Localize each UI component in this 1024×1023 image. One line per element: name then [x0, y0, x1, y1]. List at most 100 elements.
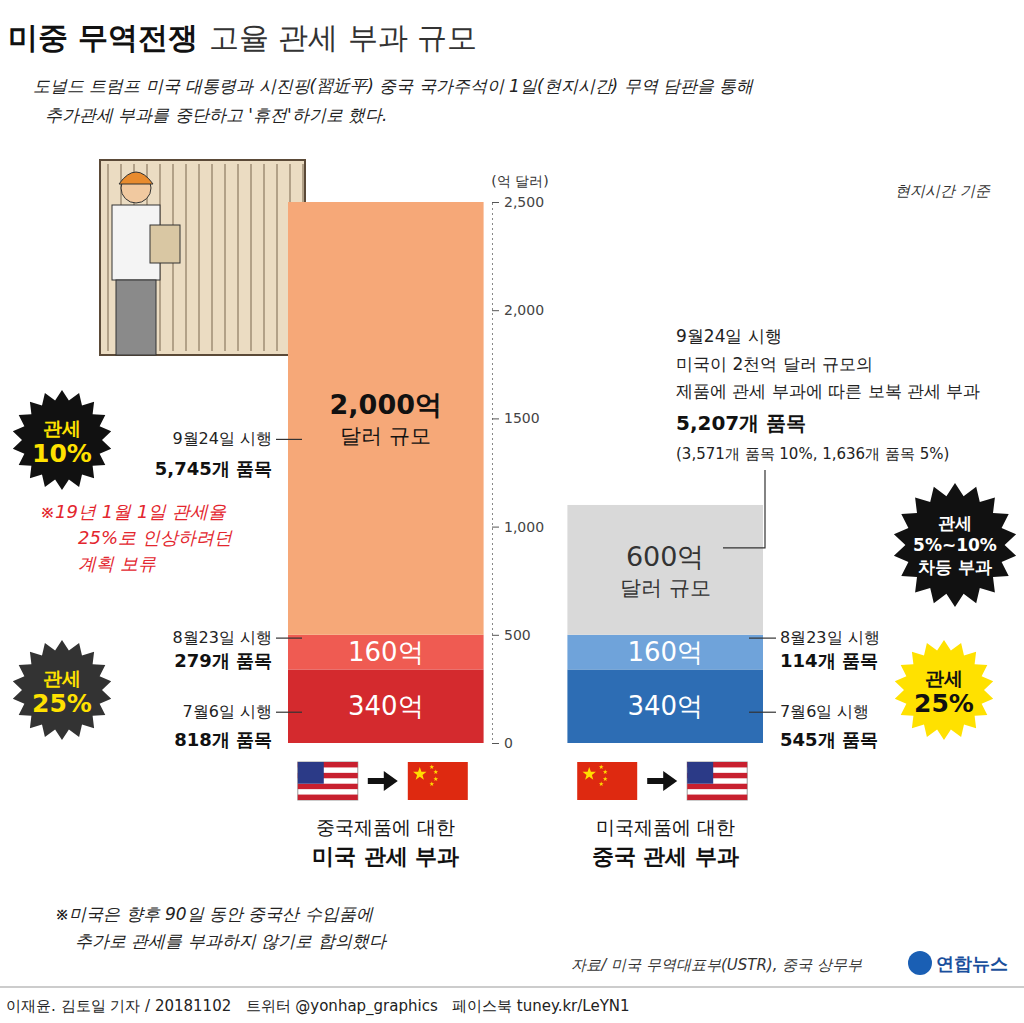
subtitle: 추가관세 부과를 중단하고 '휴전'하기로 했다.: [45, 105, 387, 125]
arrow: [368, 771, 398, 791]
chart-container: 미중 무역전쟁 고율 관세 부과 규모도널드 트럼프 미국 대통령과 시진핑(習…: [0, 0, 1024, 1023]
tick-mark: [492, 527, 499, 528]
badge-star: [13, 640, 111, 740]
badge-star: [894, 483, 1016, 607]
note-date: 8월23일 시행: [780, 628, 880, 647]
flags: [298, 762, 747, 800]
data-label: 340억: [627, 691, 703, 721]
data-label: 600억달러 규모: [620, 541, 711, 600]
clipboard: [150, 225, 180, 263]
note-text: 미국이 2천억 달러 규모의: [676, 354, 873, 374]
badge-star: [895, 640, 993, 740]
note-date: 7월6일 시행: [780, 702, 869, 721]
flag-stripe: [298, 795, 358, 800]
container-rib: [224, 164, 225, 351]
container-rib: [250, 164, 251, 351]
flag-star: [583, 767, 596, 780]
subtitle: 도널드 트럼프 미국 대통령과 시진핑(習近平) 중국 국가주석이 1일(현지시…: [33, 76, 754, 96]
flag-bg: [577, 762, 637, 800]
postponed-note: ※19년 1월 1일 관세율: [40, 501, 227, 522]
truce-note: 추가로 관세를 부과하지 않기로 합의했다: [75, 931, 388, 951]
badge-text: 관세10%: [32, 417, 92, 468]
category-label: 중국제품에 대한미국 관세 부과: [312, 816, 459, 869]
bar: [288, 635, 484, 670]
flag-star: [603, 777, 608, 782]
tick-label: 500: [504, 627, 531, 643]
badge-star: [13, 390, 111, 490]
segment-notes: 7월6일 시행 818개 품목 7월6일 시행 545개 품목 8월23일 시행 279개…: [155, 326, 981, 750]
byline: 이재윤. 김토일 기자 / 20181102 트위터 @yonhap_graph…: [6, 997, 630, 1016]
illustration: [100, 160, 305, 355]
data-label: 160억: [627, 637, 703, 667]
y-axis-line: [493, 203, 500, 744]
y-tick: 500: [492, 627, 531, 643]
leader-line: [276, 439, 302, 440]
data-label: 160억: [348, 637, 424, 667]
y-tick: 1500: [492, 410, 540, 426]
flag-star: [429, 765, 434, 770]
note-items: 818개 품목: [174, 729, 272, 750]
flag-canton: [298, 762, 324, 784]
badge-text: 관세5%~10%차등 부과: [913, 513, 997, 577]
note-text: (3,571개 품목 10%, 1,636개 품목 5%): [676, 445, 949, 463]
tick-mark: [492, 743, 499, 744]
flag-bg: [687, 762, 747, 800]
leader-line: [749, 712, 776, 713]
note-items: 279개 품목: [174, 650, 272, 671]
bar: [288, 202, 484, 635]
note-items: 5,207개 품목: [676, 411, 806, 435]
y-tick: 1,000: [492, 519, 544, 535]
container-rib: [211, 164, 212, 351]
container: [100, 160, 305, 355]
tick-label: 1500: [504, 410, 540, 426]
flag-us: [298, 762, 358, 800]
flag-star: [599, 782, 604, 787]
logo: 연합뉴스: [936, 953, 1008, 974]
flag-cn: [408, 762, 468, 800]
tick-mark: [492, 202, 499, 203]
flag-star: [433, 777, 438, 782]
note: 현지시간 기준: [895, 182, 991, 200]
chart: 미중 무역전쟁 고율 관세 부과 규모도널드 트럼프 미국 대통령과 시진핑(習…: [0, 0, 1024, 1023]
flag-stripe: [687, 784, 747, 789]
note-date: 8월23일 시행: [172, 628, 272, 647]
leader-line: [723, 470, 765, 548]
category-label: 미국제품에 대한중국 관세 부과: [592, 816, 739, 869]
flag-cn: [577, 762, 637, 800]
postponed-note: 계획 보류: [78, 553, 156, 574]
bar: [567, 635, 763, 670]
source: 자료/ 미국 무역대표부(USTR), 중국 상무부: [571, 956, 863, 974]
logo-mark: [908, 951, 932, 975]
flag-bg: [298, 762, 358, 800]
y-tick: 0: [492, 735, 513, 751]
flag-star: [599, 765, 604, 770]
note-items: 545개 품목: [780, 729, 878, 750]
container-rib: [107, 164, 108, 351]
flag-us: [687, 762, 747, 800]
tick-label: 1,000: [504, 519, 544, 535]
arrow: [647, 771, 677, 791]
container-rib: [198, 164, 199, 351]
y-tick: 2,500: [492, 194, 544, 210]
badges: 관세10%관세25%관세5%~10%차등 부과관세25%: [13, 390, 1016, 740]
worker-legs: [116, 280, 156, 355]
tick-mark: [492, 635, 499, 636]
bar: [567, 505, 763, 635]
flag-star: [433, 770, 438, 775]
tick-label: 0: [504, 735, 513, 751]
container-rib: [237, 164, 238, 351]
leader-line: [749, 638, 776, 639]
data-label: 2,000억달러 규모: [330, 389, 442, 448]
bar: [567, 669, 763, 743]
note-date: 7월6일 시행: [183, 702, 272, 721]
badge-text: 관세25%: [914, 667, 974, 718]
data-label: 340억: [348, 691, 424, 721]
tick-label: 2,000: [504, 302, 544, 318]
flag-canton: [687, 762, 713, 784]
flag-stripe: [298, 784, 358, 789]
note-date: 9월24일 시행: [676, 326, 782, 346]
bar: [288, 669, 484, 743]
container-rib: [185, 164, 186, 351]
flag-star: [413, 767, 426, 780]
y-axis: 0 500 1,000 1500 2,000 2,500: [492, 194, 544, 751]
